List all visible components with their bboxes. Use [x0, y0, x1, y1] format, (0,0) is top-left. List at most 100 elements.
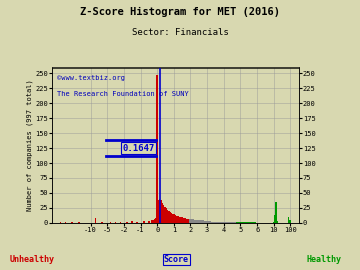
Bar [244, 222, 246, 223]
Bar [208, 221, 210, 223]
Bar [155, 218, 157, 223]
Text: Z-Score Histogram for MET (2016): Z-Score Histogram for MET (2016) [80, 7, 280, 17]
Y-axis label: Number of companies (997 total): Number of companies (997 total) [26, 79, 32, 211]
Bar [201, 220, 203, 223]
Bar [227, 222, 228, 223]
Bar [239, 222, 240, 223]
Bar [210, 221, 211, 223]
Bar [229, 222, 231, 223]
Bar [171, 213, 172, 223]
Bar [179, 217, 180, 223]
Bar [65, 222, 66, 223]
Bar [161, 203, 163, 223]
Bar [131, 221, 133, 223]
Bar [237, 222, 239, 223]
Bar [71, 222, 73, 223]
Bar [176, 215, 177, 223]
Bar [213, 222, 215, 223]
Text: 0.1647: 0.1647 [122, 144, 155, 153]
Bar [203, 220, 204, 223]
Bar [180, 217, 181, 223]
Bar [274, 215, 275, 223]
Bar [248, 222, 249, 223]
Bar [217, 222, 219, 223]
Bar [246, 222, 247, 223]
Bar [143, 221, 145, 223]
Bar [195, 220, 196, 223]
Bar [220, 222, 221, 223]
Bar [288, 217, 289, 223]
Bar [159, 199, 161, 223]
Bar [231, 222, 232, 223]
Bar [199, 220, 200, 223]
Bar [224, 222, 226, 223]
Text: Sector: Financials: Sector: Financials [132, 28, 228, 37]
Bar [160, 200, 162, 223]
Bar [289, 220, 291, 223]
Bar [212, 222, 213, 223]
Bar [126, 222, 128, 223]
Bar [204, 221, 206, 223]
Bar [188, 219, 190, 223]
Bar [165, 208, 167, 223]
Bar [215, 222, 216, 223]
Bar [175, 215, 176, 223]
Bar [275, 202, 277, 223]
Bar [184, 218, 186, 223]
Bar [187, 219, 188, 223]
Bar [60, 222, 61, 223]
Text: Unhealthy: Unhealthy [10, 255, 55, 264]
Bar [172, 214, 174, 223]
Bar [235, 222, 236, 223]
Bar [219, 222, 220, 223]
Bar [236, 222, 238, 223]
Bar [253, 222, 255, 223]
Bar [200, 220, 202, 223]
Bar [191, 219, 192, 223]
Bar [233, 222, 235, 223]
Bar [228, 222, 230, 223]
Bar [153, 220, 154, 223]
Bar [158, 200, 159, 223]
Bar [197, 220, 199, 223]
Bar [154, 219, 156, 223]
Bar [156, 217, 157, 223]
Bar [102, 222, 103, 223]
Bar [251, 222, 252, 223]
Bar [164, 207, 166, 223]
Bar [255, 222, 256, 223]
Bar [232, 222, 234, 223]
Bar [252, 222, 253, 223]
Text: The Research Foundation of SUNY: The Research Foundation of SUNY [57, 91, 189, 97]
Bar [136, 222, 138, 223]
Text: Score: Score [164, 255, 189, 264]
Bar [78, 222, 80, 223]
Bar [196, 220, 198, 223]
Bar [148, 221, 150, 223]
Bar [192, 219, 194, 223]
Bar [152, 220, 153, 223]
Bar [110, 222, 111, 223]
Bar [95, 218, 96, 223]
Bar [120, 222, 121, 223]
Bar [185, 219, 187, 223]
Bar [167, 210, 168, 223]
Bar [181, 217, 183, 223]
Bar [242, 222, 243, 223]
Bar [273, 222, 274, 223]
Bar [223, 222, 224, 223]
Bar [154, 219, 156, 223]
Text: Healthy: Healthy [306, 255, 342, 264]
Bar [221, 222, 223, 223]
Bar [189, 219, 191, 223]
Bar [183, 218, 184, 223]
Bar [225, 222, 227, 223]
Text: ©www.textbiz.org: ©www.textbiz.org [57, 75, 125, 81]
Bar [170, 212, 171, 223]
Bar [174, 214, 175, 223]
Bar [243, 222, 244, 223]
Bar [163, 205, 164, 223]
Bar [193, 220, 195, 223]
Bar [115, 222, 116, 223]
Bar [211, 222, 212, 223]
